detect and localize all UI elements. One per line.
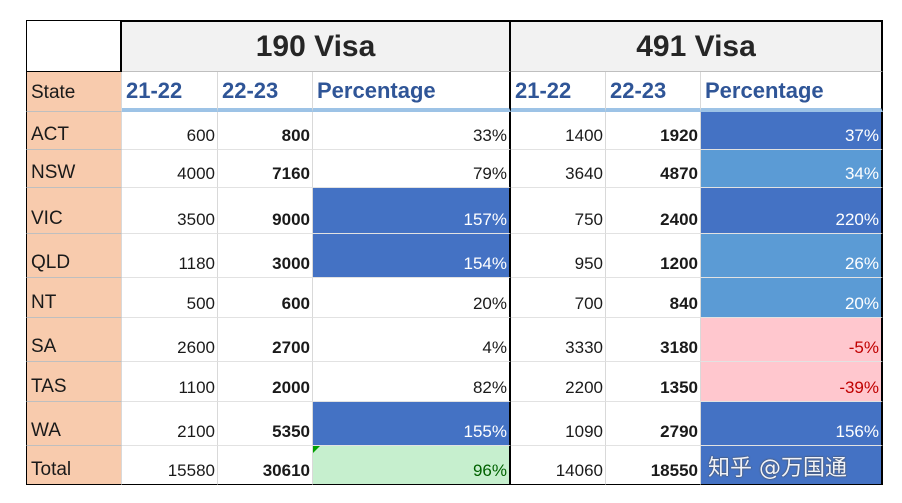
cell-190-2122: 15580 [122,446,218,485]
cell-190-percentage: 154% [313,234,511,278]
state-label: QLD [26,234,122,278]
state-label: TAS [26,362,122,402]
cell-491-2223: 2790 [606,402,701,446]
header-190-2122: 21-22 [122,72,218,112]
state-label: NT [26,278,122,318]
cell-491-percentage: -39% [701,362,883,402]
cell-190-percentage: 79% [313,150,511,188]
cell-491-2223: 1350 [606,362,701,402]
state-label: SA [26,318,122,362]
cell-491-2223: 1200 [606,234,701,278]
cell-491-2122: 950 [511,234,606,278]
cell-491-2122: 2200 [511,362,606,402]
cell-190-2122: 1100 [122,362,218,402]
state-label: Total [26,446,122,485]
cell-190-2223: 5350 [218,402,313,446]
state-label: WA [26,402,122,446]
cell-491-percentage: 26% [701,234,883,278]
cell-190-2122: 2600 [122,318,218,362]
cell-491-percentage: 220% [701,188,883,234]
cell-190-2223: 600 [218,278,313,318]
cell-190-percentage: 157% [313,188,511,234]
cell-491-percentage: 20% [701,278,883,318]
corner-cell [26,20,122,72]
header-491-percentage: Percentage [701,72,883,112]
cell-190-2223: 2000 [218,362,313,402]
cell-190-2122: 1180 [122,234,218,278]
cell-190-2223: 30610 [218,446,313,485]
cell-190-percentage: 20% [313,278,511,318]
cell-190-2223: 3000 [218,234,313,278]
cell-491-2122: 14060 [511,446,606,485]
cell-491-percentage: 156% [701,402,883,446]
group-header-190: 190 Visa [122,20,511,72]
header-491-2223: 22-23 [606,72,701,112]
cell-491-2122: 1400 [511,112,606,150]
cell-190-2122: 2100 [122,402,218,446]
cell-190-percentage: 82% [313,362,511,402]
cell-190-2122: 600 [122,112,218,150]
visa-table: 190 Visa 491 Visa State 21-22 22-23 Perc… [26,20,883,485]
cell-491-percentage: 34% [701,150,883,188]
cell-190-percentage: 96% [313,446,511,485]
cell-190-percentage: 33% [313,112,511,150]
cell-190-2122: 500 [122,278,218,318]
cell-190-2223: 800 [218,112,313,150]
state-label: ACT [26,112,122,150]
cell-491-percentage: 37% [701,112,883,150]
cell-491-percentage: -5% [701,318,883,362]
header-190-2223: 22-23 [218,72,313,112]
cell-491-2223: 840 [606,278,701,318]
group-header-491: 491 Visa [511,20,883,72]
cell-491-2223: 4870 [606,150,701,188]
header-190-percentage: Percentage [313,72,511,112]
header-491-2122: 21-22 [511,72,606,112]
state-label: NSW [26,150,122,188]
cell-491-2223: 2400 [606,188,701,234]
cell-190-2223: 9000 [218,188,313,234]
cell-190-percentage: 155% [313,402,511,446]
cell-190-2122: 3500 [122,188,218,234]
cell-491-2122: 3640 [511,150,606,188]
cell-491-percentage [701,446,883,485]
cell-190-2223: 2700 [218,318,313,362]
cell-491-2122: 1090 [511,402,606,446]
header-state: State [26,72,122,112]
cell-190-percentage: 4% [313,318,511,362]
cell-491-2122: 3330 [511,318,606,362]
cell-491-2122: 750 [511,188,606,234]
state-label: VIC [26,188,122,234]
cell-491-2122: 700 [511,278,606,318]
cell-491-2223: 18550 [606,446,701,485]
cell-190-2122: 4000 [122,150,218,188]
cell-491-2223: 3180 [606,318,701,362]
cell-491-2223: 1920 [606,112,701,150]
cell-190-2223: 7160 [218,150,313,188]
watermark: 知乎 @万国通 [708,456,847,481]
